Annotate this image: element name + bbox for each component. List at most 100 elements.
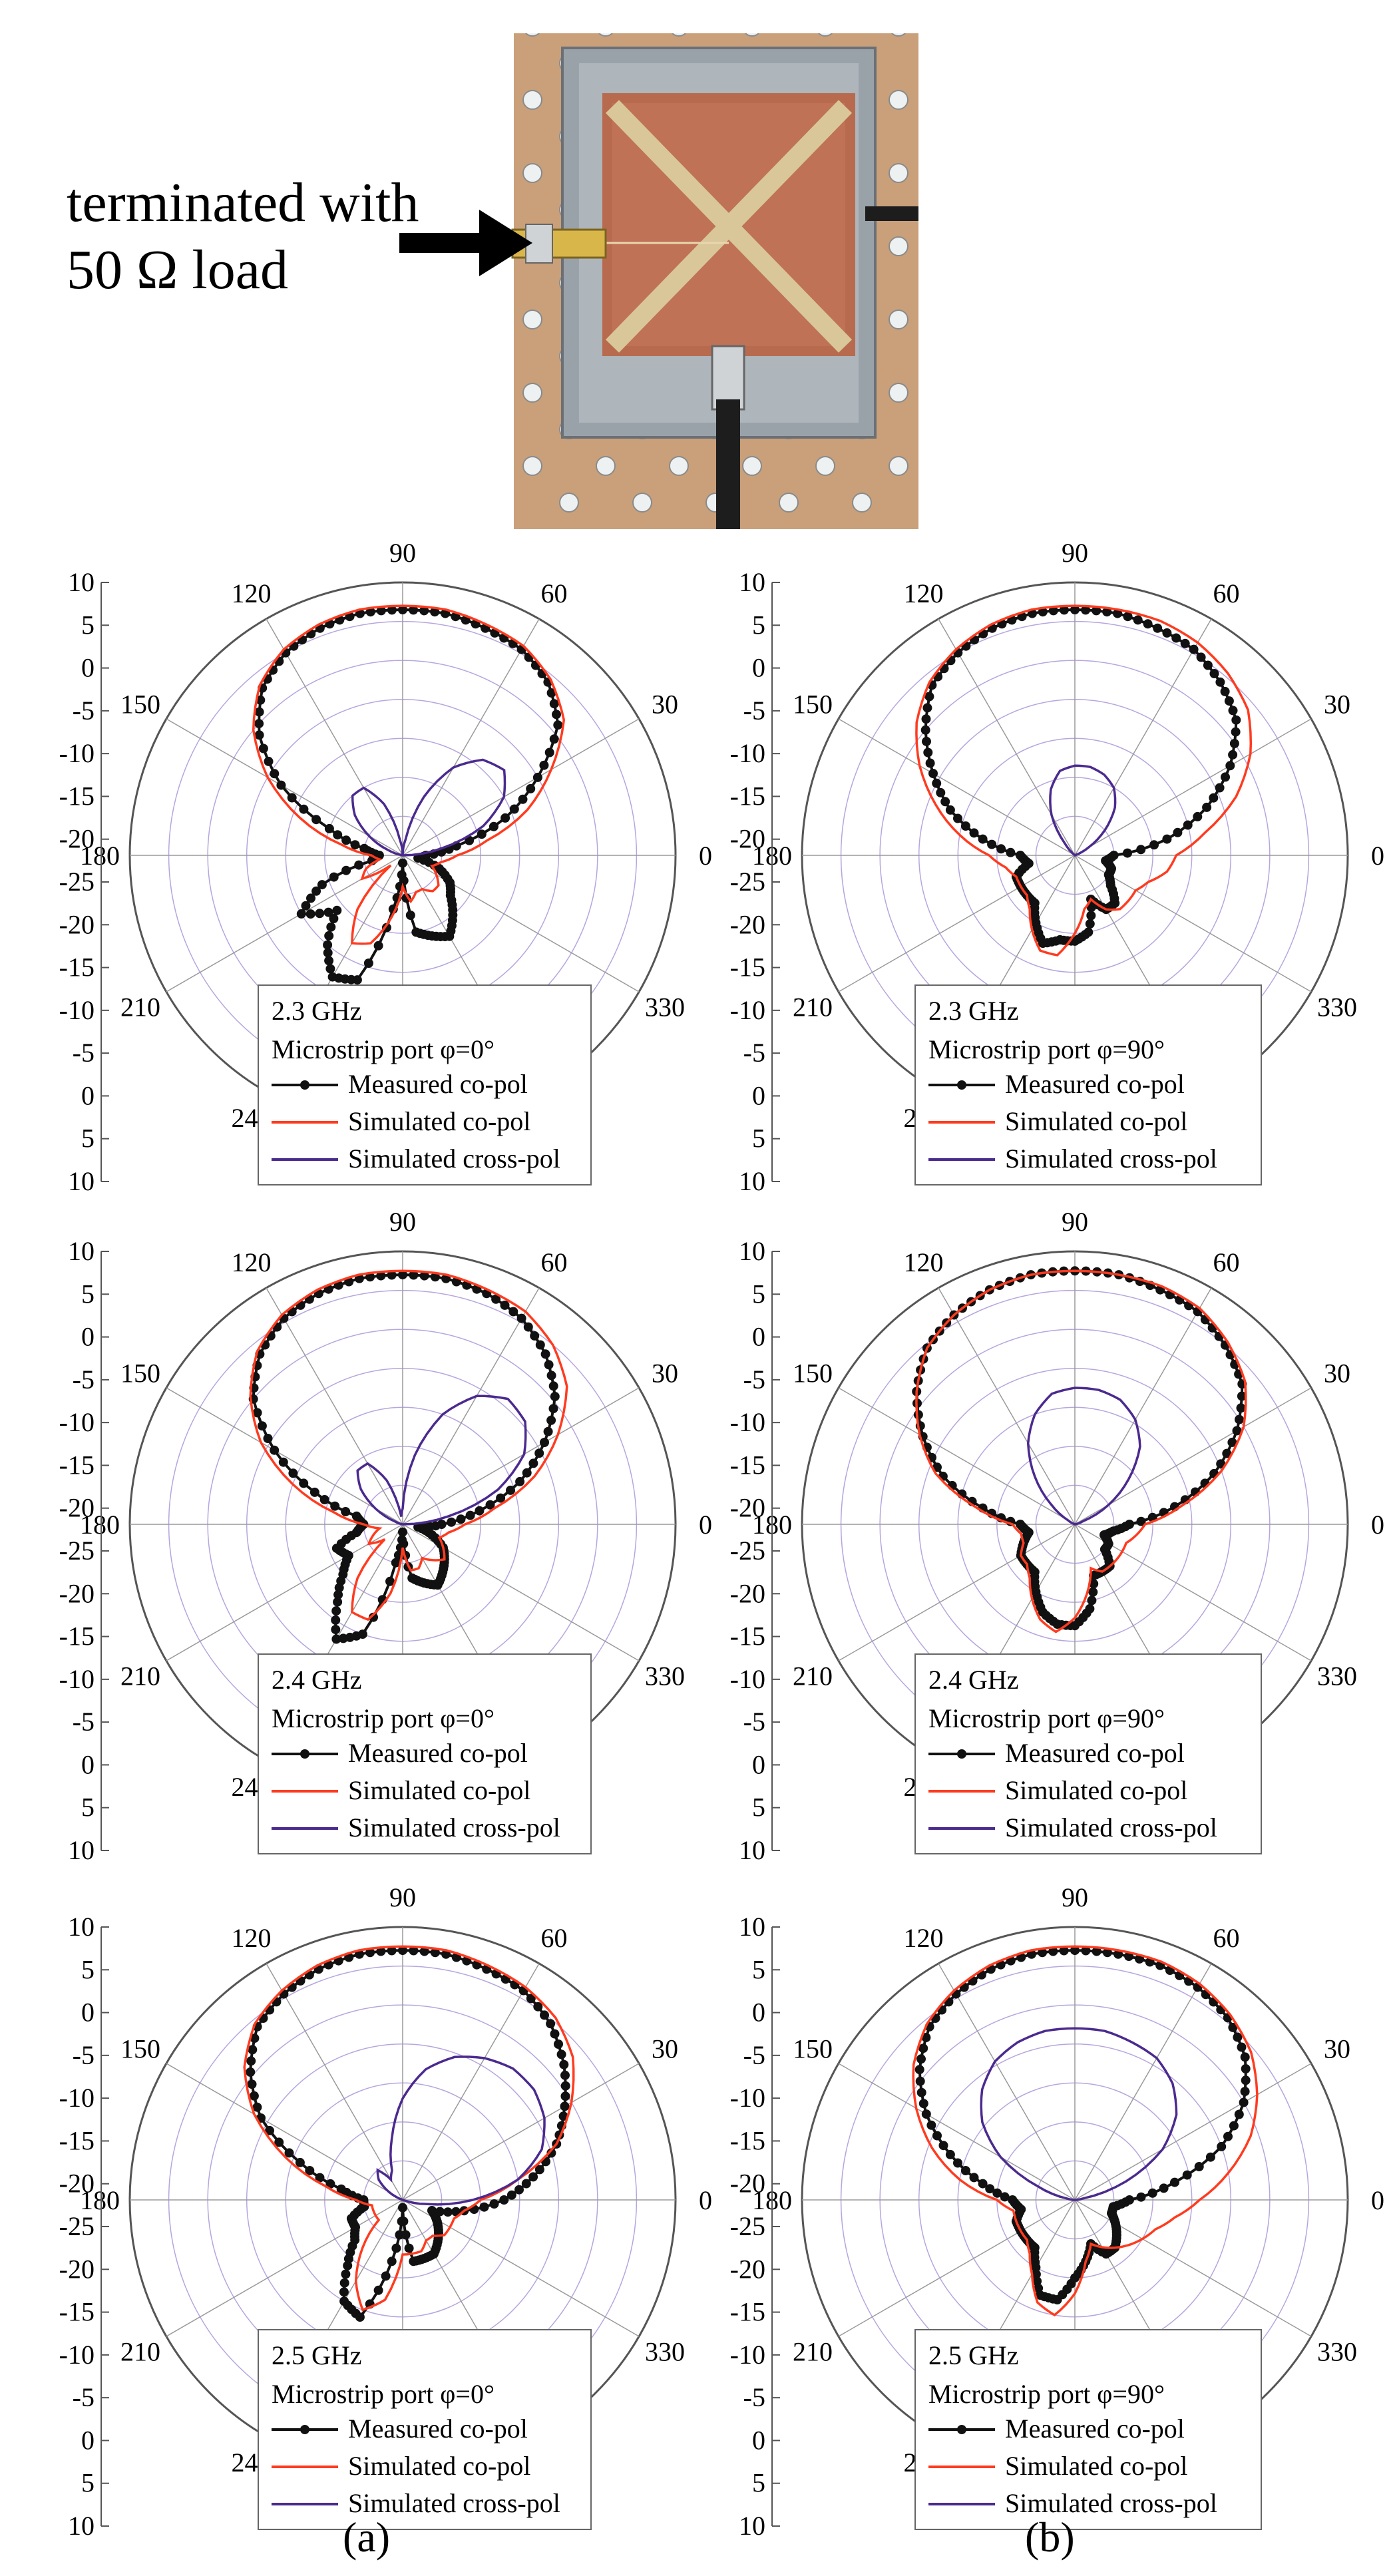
series-line	[252, 604, 566, 945]
data-point	[465, 835, 475, 845]
data-point	[921, 2033, 931, 2042]
data-point	[544, 1360, 554, 1370]
legend-entry: Simulated co-pol	[348, 1106, 530, 1136]
data-point	[287, 793, 297, 803]
data-point	[1196, 652, 1206, 662]
angle-label: 120	[232, 1247, 272, 1277]
angle-label: 150	[793, 1359, 833, 1389]
data-point	[254, 719, 264, 729]
data-point	[1136, 1516, 1146, 1526]
radial-tick-label: 0	[81, 653, 95, 683]
data-point	[553, 720, 563, 730]
data-point	[960, 821, 970, 831]
data-point	[1183, 820, 1193, 830]
data-point	[945, 805, 955, 815]
radial-tick-label: -10	[59, 995, 95, 1025]
data-point	[257, 1421, 267, 1431]
series-line	[243, 1945, 575, 2312]
series-line	[1049, 764, 1117, 857]
data-point	[987, 839, 997, 849]
radial-tick-label: 5	[81, 2468, 95, 2498]
data-point	[324, 823, 334, 833]
data-point	[333, 1590, 343, 1600]
data-point	[985, 2184, 995, 2194]
radial-tick-label: 0	[81, 1080, 95, 1110]
radial-tick-label: -15	[730, 2297, 765, 2327]
data-point	[1236, 1403, 1246, 1413]
radial-tick-label: -10	[730, 2340, 765, 2370]
legend-entry: Simulated cross-pol	[348, 1144, 560, 1174]
data-point	[404, 2243, 414, 2253]
data-point	[419, 606, 429, 616]
data-point	[1048, 1946, 1058, 1956]
data-point	[1107, 852, 1117, 862]
radial-tick-label: -15	[59, 781, 95, 811]
data-point	[1240, 2052, 1250, 2062]
angle-label: 210	[793, 992, 833, 1022]
data-point	[315, 2173, 325, 2183]
legend-port: Microstrip port φ=0°	[272, 1034, 495, 1064]
data-point	[387, 605, 397, 615]
legend-frequency: 2.4 GHz	[928, 1665, 1019, 1695]
angle-label: 150	[120, 2034, 160, 2064]
data-point	[419, 1946, 429, 1956]
data-point	[925, 758, 935, 768]
data-point	[540, 1438, 549, 1447]
legend-entry: Measured co-pol	[1005, 2414, 1185, 2444]
angle-label: 330	[645, 1661, 685, 1691]
data-point	[485, 1500, 495, 1510]
data-point	[522, 1468, 532, 1478]
data-point	[539, 760, 549, 770]
angle-label: 30	[652, 2034, 678, 2064]
data-point	[405, 911, 415, 920]
angle-label: 330	[645, 992, 685, 1022]
polar-chart-5: 03060901201501802102402703003301050-5-10…	[59, 1882, 712, 2541]
polar-chart-4: 03060901201501802102402703003301050-5-10…	[730, 1207, 1384, 1865]
data-point	[296, 909, 306, 919]
radial-tick-label: -20	[59, 1578, 95, 1608]
data-point	[398, 2203, 407, 2213]
radial-tick-label: -10	[59, 2340, 95, 2370]
legend-port: Microstrip port φ=0°	[272, 1703, 495, 1733]
data-point	[559, 2059, 569, 2069]
data-point	[270, 769, 280, 779]
data-point	[534, 2165, 544, 2175]
data-point	[1121, 1522, 1131, 1532]
data-point	[1032, 2276, 1042, 2286]
photo-annotation-line2: 50 Ω load	[67, 238, 289, 301]
radial-tick-label: 10	[739, 1835, 765, 1865]
data-point	[540, 1349, 550, 1359]
radial-tick-label: -10	[59, 1407, 95, 1437]
data-point	[1031, 2262, 1041, 2272]
data-point	[1102, 1948, 1112, 1958]
radial-tick-label: -20	[730, 1578, 765, 1608]
data-point	[515, 1476, 525, 1486]
data-point	[546, 1371, 556, 1381]
data-point	[333, 830, 343, 840]
data-point	[409, 1270, 419, 1280]
data-point	[373, 2285, 383, 2295]
data-point	[523, 1322, 533, 1332]
series-line	[356, 1395, 527, 1526]
radial-tick-label: -20	[59, 824, 95, 854]
data-point	[365, 1948, 375, 1958]
radial-tick-label: 0	[752, 1998, 765, 2028]
radial-tick-label: 5	[752, 1954, 765, 1984]
grid-spoke	[838, 718, 1076, 856]
data-point	[560, 2091, 570, 2101]
data-point	[1059, 1946, 1069, 1956]
data-point	[1173, 827, 1183, 837]
data-point	[936, 787, 946, 797]
radial-tick-label: -10	[730, 2083, 765, 2113]
data-point	[978, 2179, 988, 2189]
angle-label: 90	[1062, 1207, 1088, 1237]
data-point	[409, 605, 419, 615]
grid-spoke	[166, 2063, 403, 2201]
data-point	[1147, 2188, 1157, 2198]
angle-label: 90	[389, 1882, 416, 1912]
legend-marker	[957, 1749, 966, 1759]
legend-entry: Simulated co-pol	[1005, 1106, 1187, 1136]
radial-tick-label: -5	[73, 696, 95, 726]
radial-tick-label: -20	[730, 2254, 765, 2284]
data-point	[365, 1272, 375, 1282]
